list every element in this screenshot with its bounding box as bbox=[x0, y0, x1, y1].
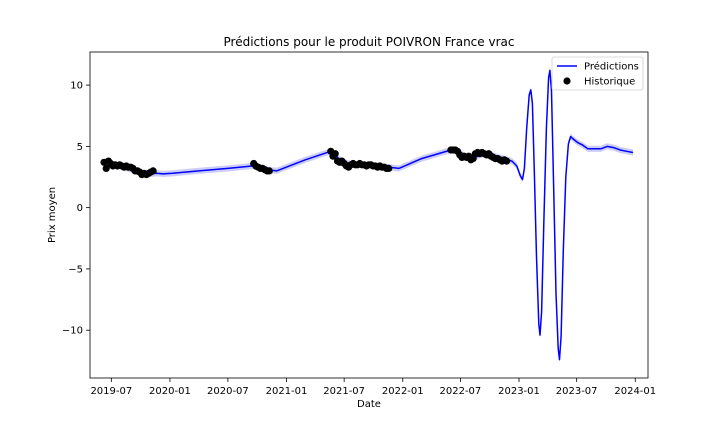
x-tick-label: 2021-07 bbox=[323, 386, 365, 397]
prediction-line bbox=[104, 69, 634, 361]
y-tick-label: −5 bbox=[68, 264, 83, 275]
legend-dot-marker bbox=[563, 77, 571, 85]
legend-label-historique: Historique bbox=[584, 77, 635, 88]
x-tick-label: 2022-01 bbox=[382, 386, 424, 397]
y-tick-label: 5 bbox=[77, 142, 83, 153]
x-tick-label: 2019-07 bbox=[90, 386, 132, 397]
x-axis-title: Date bbox=[357, 399, 381, 410]
legend: Prédictions Historique bbox=[551, 56, 644, 91]
axes: 2019-07 2020-01 2020-07 2021-01 2021-07 2022-… bbox=[62, 51, 656, 397]
x-tick-label: 2022-07 bbox=[440, 386, 482, 397]
historique-point bbox=[149, 167, 157, 175]
y-tick-label: 10 bbox=[70, 81, 83, 92]
historique-point bbox=[265, 167, 273, 175]
y-tick-label: −10 bbox=[62, 326, 83, 337]
plot-area bbox=[100, 67, 634, 363]
x-tick-label: 2024-01 bbox=[614, 386, 656, 397]
historique-point bbox=[503, 157, 511, 165]
x-tick-label: 2021-01 bbox=[266, 386, 308, 397]
x-tick-label: 2023-01 bbox=[498, 386, 540, 397]
historique-point bbox=[331, 150, 339, 158]
legend-label-predictions: Prédictions bbox=[584, 61, 639, 73]
chart-title: Prédictions pour le produit POIVRON Fran… bbox=[224, 35, 515, 49]
y-axis-title: Prix moyen bbox=[47, 187, 58, 243]
historique-point bbox=[102, 164, 110, 172]
x-tick-label: 2020-01 bbox=[149, 386, 191, 397]
historique-point bbox=[385, 164, 393, 172]
x-tick-label: 2020-07 bbox=[207, 386, 249, 397]
y-tick-label: 0 bbox=[77, 203, 83, 214]
plot-frame bbox=[89, 51, 649, 379]
x-tick-label: 2023-07 bbox=[556, 386, 598, 397]
